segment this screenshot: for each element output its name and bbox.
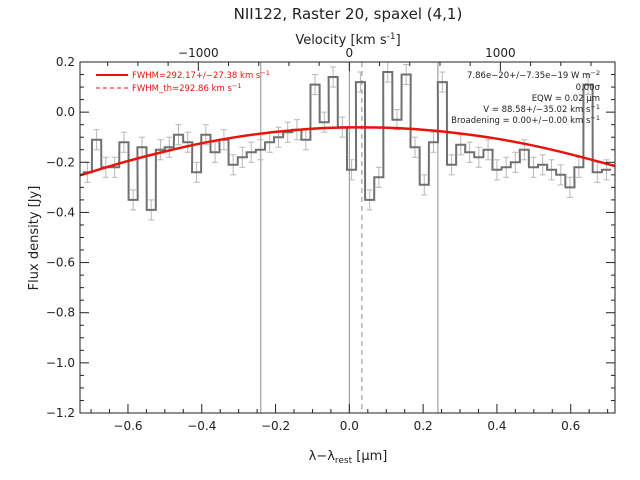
annotation-broadening: Broadening = 0.00+/−0.00 km s−1 [451,114,600,126]
x-tick-label: −0.6 [113,419,142,433]
x-tick-label: 0.0 [340,419,359,433]
y-tick-label: 0.2 [56,55,75,69]
top-tick-label: 1000 [485,46,516,60]
y-axis-label: Flux density [Jy] [27,186,42,291]
annotation-sigma: 0.00σ [576,83,601,93]
y-tick-label: −0.6 [46,256,75,270]
annotation-eqw: EQW = 0.02 μm [532,94,600,104]
chart-title: NII122, Raster 20, spaxel (4,1) [234,5,463,23]
top-axis-label: Velocity [km s-1] [295,32,400,48]
x-axis-label: λ−λrest [μm] [309,449,388,466]
x-tick-label: 0.2 [414,419,433,433]
x-tick-label: 0.6 [561,419,580,433]
plot-area: −0.6 −0.4 −0.2 0.0 0.2 0.4 0.6 −1000 0 1000 −1.2 −1… [46,46,616,433]
gaussian-fit-line [79,126,616,177]
y-tick-label: −1.2 [46,406,75,420]
x-tick-label: 0.4 [487,419,506,433]
legend: FWHM=292.17+/−27.38 km s−1 FWHM_th=292.8… [96,69,270,94]
top-tick-label: −1000 [178,46,219,60]
x-tick-label: −0.2 [261,419,290,433]
top-tick-label: 0 [346,46,354,60]
spectrum-step-line [82,71,612,211]
y-tick-label: −1.0 [46,356,75,370]
x-tick-label: −0.4 [187,419,216,433]
annotations: 7.86e−20+/−7.35e−19 W m−2 0.00σ EQW = 0.… [451,69,600,126]
y-tick-label: −0.2 [46,155,75,169]
y-tick-label: −0.8 [46,306,75,320]
y-tick-label: −0.4 [46,205,75,219]
y-tick-label: 0.0 [56,105,75,119]
legend-fit-label: FWHM=292.17+/−27.38 km s−1 [132,69,270,81]
annotation-flux: 7.86e−20+/−7.35e−19 W m−2 [467,69,600,81]
annotation-velocity: V = 88.58+/−35.02 km s−1 [483,103,600,115]
legend-theory-label: FWHM_th=292.86 km s−1 [132,82,241,94]
